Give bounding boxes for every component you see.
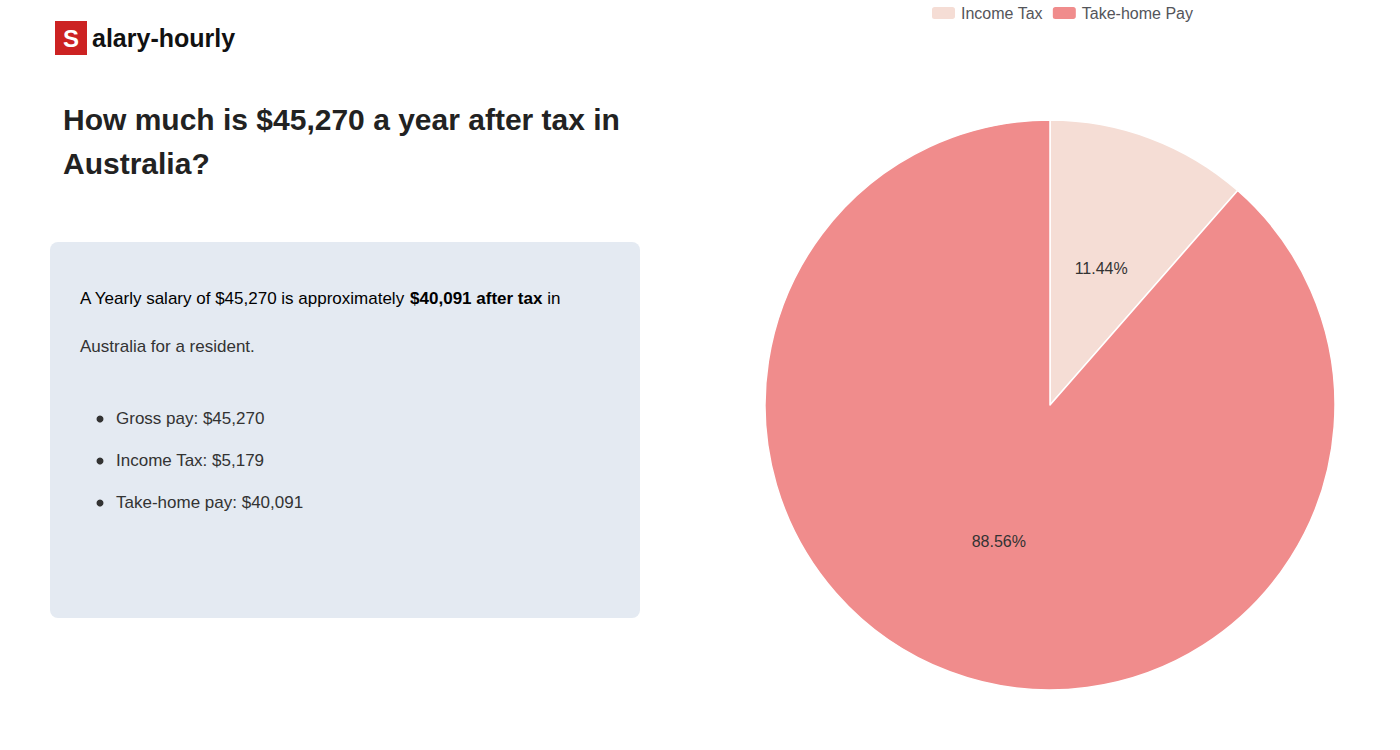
- svg-text:Take-home pay: $40,091: Take-home pay: $40,091: [116, 493, 303, 512]
- svg-text:A Yearly salary of $45,270 is: A Yearly salary of $45,270 is approximat…: [80, 289, 409, 308]
- svg-text:How much is $45,270 a year aft: How much is $45,270 a year after tax in: [63, 103, 620, 136]
- svg-text:88.56%: 88.56%: [972, 533, 1026, 550]
- svg-text:Australia for a resident.: Australia for a resident.: [80, 337, 255, 356]
- svg-text:Income Tax: Income Tax: [961, 5, 1043, 22]
- svg-text:in: in: [542, 289, 560, 308]
- svg-text:S: S: [63, 25, 79, 52]
- svg-text:Income Tax: $5,179: Income Tax: $5,179: [116, 451, 264, 470]
- svg-text:Take-home Pay: Take-home Pay: [1082, 5, 1193, 22]
- svg-text:11.44%: 11.44%: [1075, 260, 1128, 277]
- svg-text:Gross pay: $45,270: Gross pay: $45,270: [116, 409, 264, 428]
- svg-text:Australia?: Australia?: [63, 147, 210, 180]
- svg-text:alary-hourly: alary-hourly: [92, 24, 235, 52]
- svg-text:$40,091 after tax: $40,091 after tax: [410, 289, 543, 308]
